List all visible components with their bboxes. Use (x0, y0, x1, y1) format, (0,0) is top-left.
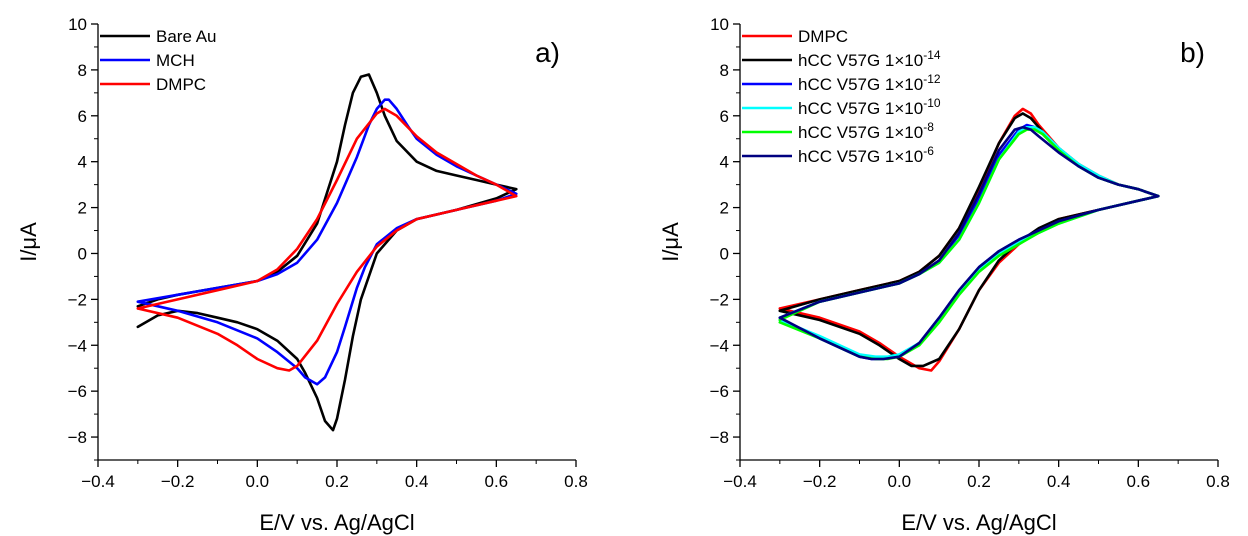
legend-label: MCH (156, 51, 195, 70)
y-tick-label: −4 (68, 336, 87, 355)
y-tick-label: −6 (68, 382, 87, 401)
y-tick-label: 2 (720, 199, 729, 218)
x-tick-label: −0.2 (803, 472, 837, 491)
x-axis-label: E/V vs. Ag/AgCl (259, 510, 414, 535)
x-tick-label: −0.2 (161, 472, 195, 491)
x-tick-label: 0.8 (1206, 472, 1230, 491)
chart-panel-2: −0.4 −0.2 0.0 0.2 0.4 0.6 0.8 −8 −6 −4 −2 0 2 4 6 8 10 E/… (658, 15, 1230, 535)
chart-panel-1: −0.4 −0.2 0.0 0.2 0.4 0.6 0.8 −8 −6 −4 −2 0 2 4 6 8 10 E/… (16, 15, 588, 535)
legend-label: Bare Au (156, 27, 217, 46)
y-tick-label: 6 (720, 107, 729, 126)
y-tick-label: −4 (710, 336, 729, 355)
y-tick-label: −6 (710, 382, 729, 401)
y-tick-label: 0 (720, 244, 729, 263)
legend-label: hCC V57G 1×10-8 (798, 120, 934, 142)
panel-label: b) (1180, 37, 1205, 68)
x-tick-label: 0.4 (405, 472, 429, 491)
panel-label: a) (535, 37, 560, 68)
x-tick-label: 0.0 (888, 472, 912, 491)
y-tick-label: 10 (68, 15, 87, 34)
x-axis-label: E/V vs. Ag/AgCl (901, 510, 1056, 535)
legend-label: hCC V57G 1×10-12 (798, 72, 941, 94)
x-tick-label: 0.6 (1127, 472, 1151, 491)
y-tick-label: 4 (78, 153, 87, 172)
legend-label: hCC V57G 1×10-10 (798, 96, 941, 118)
series-line-6 (778, 126, 1160, 361)
y-tick-label: −2 (710, 290, 729, 309)
legend-label: hCC V57G 1×10-6 (798, 144, 934, 166)
series-line-1 (136, 73, 518, 432)
y-tick-label: 8 (78, 61, 87, 80)
x-tick-label: 0.2 (325, 472, 349, 491)
x-tick-label: −0.4 (723, 472, 757, 491)
y-tick-label: −2 (68, 290, 87, 309)
legend-label: DMPC (156, 75, 206, 94)
x-tick-label: 0.2 (967, 472, 991, 491)
x-tick-label: 0.8 (564, 472, 588, 491)
y-tick-label: 0 (78, 244, 87, 263)
legend-label: DMPC (798, 27, 848, 46)
y-tick-label: −8 (710, 428, 729, 447)
x-tick-label: 0.6 (485, 472, 509, 491)
series-line-3 (136, 107, 518, 372)
x-tick-label: 0.0 (246, 472, 270, 491)
y-tick-label: 10 (710, 15, 729, 34)
series-line-2 (136, 98, 518, 386)
y-tick-label: 6 (78, 107, 87, 126)
legend: Bare Au MCH DMPC (100, 27, 217, 94)
x-tick-label: −0.4 (81, 472, 115, 491)
y-tick-label: −8 (68, 428, 87, 447)
y-tick-label: 4 (720, 153, 729, 172)
y-axis-label: I/μA (658, 222, 683, 262)
y-tick-label: 2 (78, 199, 87, 218)
y-axis-label: I/μA (16, 222, 41, 262)
x-tick-label: 0.4 (1047, 472, 1071, 491)
y-tick-label: 8 (720, 61, 729, 80)
legend-label: hCC V57G 1×10-14 (798, 48, 941, 70)
